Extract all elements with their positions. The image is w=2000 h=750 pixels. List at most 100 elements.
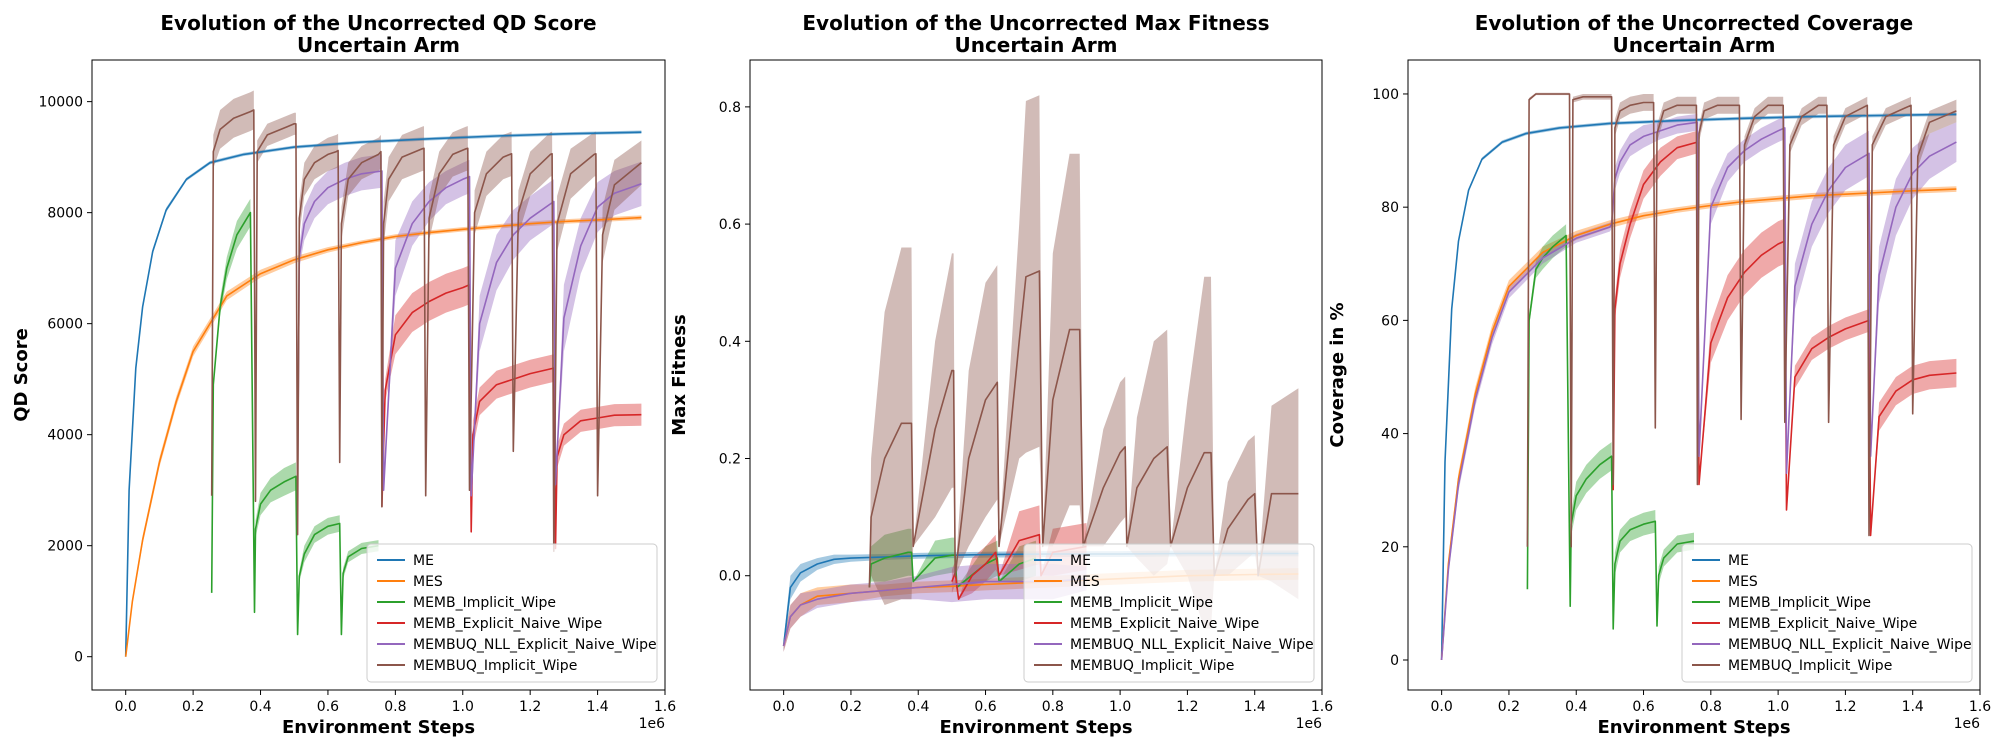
chart-0-xtick-label-3: 0.6 [317,699,339,715]
chart-2-ylabel: Coverage in % [1327,302,1348,447]
chart-0-plot-area [124,90,642,657]
chart-2-series-4-band [1441,113,1957,661]
chart-2-xtick-label-5: 1.0 [1767,699,1789,715]
chart-0-series-1-line [124,216,642,657]
chart-2-panel: 0.0 0.2 0.4 0.6 0.8 1.0 1.2 1.4 1.6 0 20 40 60 80 100 1… [1327,11,1991,738]
chart-1-x-multiplier: 1e6 [1296,716,1323,732]
chart-2-xlabel: Environment Steps [1597,717,1790,738]
chart-1-xtick-label-6: 1.2 [1176,699,1198,715]
chart-2-legend-label-5: MEMBUQ_Implicit_Wipe [1728,658,1892,674]
chart-1-series-0-band [783,550,1299,652]
chart-1-legend-label-1: MES [1070,574,1100,590]
chart-0-title: Evolution of the Uncorrected QD Score [160,11,596,35]
chart-0-xtick-label-8: 1.6 [654,699,676,715]
chart-1-panel: 0.0 0.2 0.4 0.6 0.8 1.0 1.2 1.4 1.6 0.0 0.2 0.4 0.6 0… [669,11,1333,738]
chart-1-ytick-label-4: 0.8 [719,100,741,116]
chart-2-series-3-line [1612,141,1957,537]
chart-1-xtick-label-7: 1.4 [1244,699,1266,715]
chart-0-series-5-line [210,109,642,553]
chart-0-xtick-label-0: 0.0 [115,699,137,715]
chart-0-series-0-line [124,131,642,657]
chart-1-xlabel: Environment Steps [939,717,1132,738]
chart-0-xtick-label-4: 0.8 [384,699,406,715]
chart-2-ytick-label-1: 20 [1381,540,1399,556]
chart-2-series-5-line [1526,93,1957,548]
chart-0-ytick-label-5: 10000 [38,95,83,111]
chart-2-ytick-label-5: 100 [1372,87,1399,103]
chart-0-legend-box [366,543,658,683]
chart-1-legend-label-5: MEMBUQ_Implicit_Wipe [1070,658,1234,674]
chart-1-series-3-band [951,505,1087,600]
chart-0-xtick-label-6: 1.2 [519,699,541,715]
chart-0-series-2-line [210,211,379,636]
chart-2-legend: ME MES MEMB_Implicit_Wipe MEMB_Explicit_Nai… [1681,543,1973,683]
chart-0-legend-label-3: MEMB_Explicit_Naive_Wipe [413,616,602,632]
chart-0-series-3-line [381,283,642,550]
chart-2-xtick-label-8: 1.6 [1969,699,1991,715]
chart-2-ytick-label-4: 80 [1381,200,1399,216]
chart-2-frame [1407,59,1981,691]
chart-0-subtitle: Uncertain Arm [297,33,460,57]
chart-2-xtick-label-2: 0.4 [1565,699,1587,715]
chart-0-ytick-label-2: 4000 [47,428,83,444]
chart-2-legend-label-3: MEMB_Explicit_Naive_Wipe [1728,616,1917,632]
chart-1-ytick-label-0: 0.0 [719,569,741,585]
chart-1-xtick-label-5: 1.0 [1109,699,1131,715]
chart-1-series-5-line [868,270,1299,588]
chart-0-legend-label-2: MEMB_Implicit_Wipe [413,595,556,611]
chart-1-xtick-label-3: 0.6 [974,699,996,715]
chart-0-ytick-label-4: 8000 [47,206,83,222]
chart-1-legend: ME MES MEMB_Implicit_Wipe MEMB_Explicit_Nai… [1023,543,1315,683]
chart-2-series-4-line [1440,121,1957,661]
chart-0-ytick-label-3: 6000 [47,317,83,333]
chart-2-legend-label-4: MEMBUQ_NLL_Explicit_Naive_Wipe [1728,637,1972,653]
chart-2-ytick-label-3: 60 [1381,313,1399,329]
chart-2-title: Evolution of the Uncorrected Coverage [1475,11,1914,35]
chart-1-xtick-label-8: 1.6 [1311,699,1333,715]
chart-0-xtick-label-7: 1.4 [586,699,608,715]
chart-1-legend-label-0: ME [1070,553,1091,569]
chart-1-legend-label-2: MEMB_Implicit_Wipe [1070,595,1213,611]
chart-1-xtick-label-4: 0.8 [1042,699,1064,715]
chart-1-xtick-label-1: 0.2 [840,699,862,715]
chart-1-ylabel: Max Fitness [669,314,690,435]
chart-1-title: Evolution of the Uncorrected Max Fitness [802,11,1269,35]
chart-1-series-5-band [869,95,1299,629]
chart-0-legend-label-0: ME [413,553,434,569]
chart-0-legend-label-4: MEMBUQ_NLL_Explicit_Naive_Wipe [413,637,657,653]
chart-0-series-2-band [211,198,379,635]
chart-0-x-multiplier: 1e6 [639,716,666,732]
chart-2-xtick-label-4: 0.8 [1700,699,1722,715]
chart-0-frame [91,59,666,691]
chart-1-xtick-label-0: 0.0 [773,699,795,715]
chart-2-x-multiplier: 1e6 [1954,716,1981,732]
chart-1-legend-box [1023,543,1315,683]
chart-2-ytick-label-0: 0 [1390,653,1399,669]
chart-2-plot-area [1440,92,1957,661]
chart-0-legend-label-1: MES [413,574,443,590]
chart-1-legend-label-4: MEMBUQ_NLL_Explicit_Naive_Wipe [1070,637,1314,653]
chart-2-xtick-label-1: 0.2 [1498,699,1520,715]
chart-2-xtick-label-0: 0.0 [1431,699,1453,715]
chart-1-ytick-label-1: 0.2 [719,452,741,468]
chart-2-ytick-label-2: 40 [1381,427,1399,443]
chart-0-series-4-line [296,170,642,497]
chart-0-xtick-label-5: 1.0 [452,699,474,715]
chart-1-ytick-label-2: 0.4 [719,334,741,350]
chart-2-legend-label-0: ME [1728,553,1749,569]
chart-1-series-1-band [783,568,1299,652]
chart-1-subtitle: Uncertain Arm [954,33,1117,57]
chart-2-series-0-line [1440,113,1957,661]
chart-2-series-2-band [1527,224,1694,629]
chart-2-legend-box [1681,543,1973,683]
chart-2-legend-label-2: MEMB_Implicit_Wipe [1728,595,1871,611]
chart-0-xlabel: Environment Steps [282,717,475,738]
chart-0-legend-label-5: MEMBUQ_Implicit_Wipe [413,658,577,674]
chart-1-ytick-label-3: 0.6 [719,217,741,233]
chart-2-xtick-label-7: 1.4 [1902,699,1924,715]
chart-0-series-4-band [297,154,642,496]
chart-2-xtick-label-6: 1.2 [1834,699,1856,715]
chart-1-xtick-label-2: 0.4 [907,699,929,715]
chart-1-series-4-band [783,564,1087,652]
